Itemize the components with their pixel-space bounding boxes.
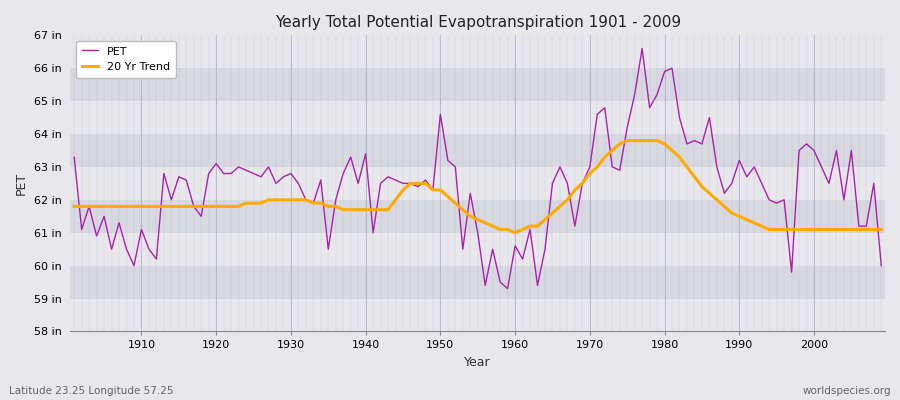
Text: Latitude 23.25 Longitude 57.25: Latitude 23.25 Longitude 57.25 bbox=[9, 386, 174, 396]
Bar bbox=[70, 167, 885, 200]
20 Yr Trend bbox=[876, 227, 886, 232]
20 Yr Trend bbox=[293, 198, 304, 202]
20 Yr Trend bbox=[502, 227, 513, 232]
PET bbox=[502, 286, 513, 291]
PET bbox=[518, 257, 528, 262]
PET bbox=[607, 164, 617, 169]
Bar bbox=[70, 233, 885, 266]
Bar bbox=[70, 298, 885, 332]
20 Yr Trend bbox=[68, 204, 79, 209]
X-axis label: Year: Year bbox=[464, 356, 491, 369]
PET bbox=[636, 46, 647, 51]
PET bbox=[293, 181, 304, 186]
Bar bbox=[70, 101, 885, 134]
20 Yr Trend bbox=[622, 138, 633, 143]
Legend: PET, 20 Yr Trend: PET, 20 Yr Trend bbox=[76, 41, 176, 78]
Bar bbox=[70, 68, 885, 101]
20 Yr Trend bbox=[509, 230, 520, 235]
20 Yr Trend bbox=[607, 148, 617, 153]
Bar bbox=[70, 266, 885, 298]
PET bbox=[876, 263, 886, 268]
Bar bbox=[70, 35, 885, 68]
Title: Yearly Total Potential Evapotranspiration 1901 - 2009: Yearly Total Potential Evapotranspiratio… bbox=[274, 15, 680, 30]
Bar bbox=[70, 200, 885, 233]
Line: 20 Yr Trend: 20 Yr Trend bbox=[74, 141, 881, 233]
PET bbox=[338, 171, 348, 176]
Y-axis label: PET: PET bbox=[15, 172, 28, 195]
PET bbox=[129, 263, 140, 268]
20 Yr Trend bbox=[129, 204, 140, 209]
20 Yr Trend bbox=[518, 227, 528, 232]
PET bbox=[509, 244, 520, 248]
PET bbox=[68, 155, 79, 160]
Text: worldspecies.org: worldspecies.org bbox=[803, 386, 891, 396]
Bar bbox=[70, 134, 885, 167]
Line: PET: PET bbox=[74, 48, 881, 289]
20 Yr Trend bbox=[338, 207, 348, 212]
